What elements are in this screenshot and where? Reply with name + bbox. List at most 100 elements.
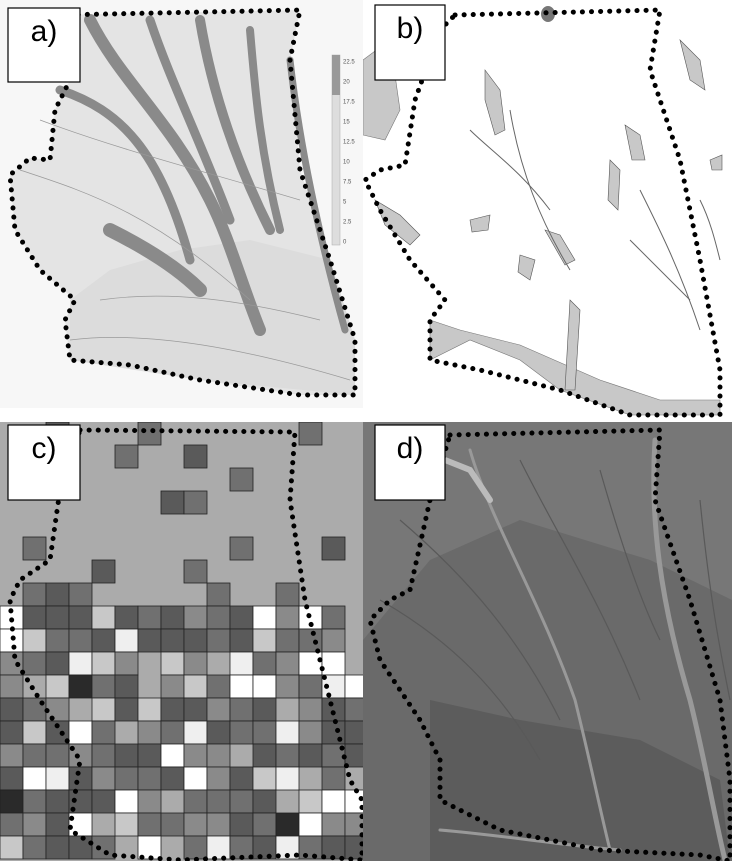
grid-cell xyxy=(0,675,23,698)
grid-cell xyxy=(0,721,23,744)
grid-cell xyxy=(207,790,230,813)
grid-cell xyxy=(46,836,69,859)
grid-cell xyxy=(115,790,138,813)
grid-cell xyxy=(322,537,345,560)
grid-cell xyxy=(253,629,276,652)
grid-cell xyxy=(46,813,69,836)
grid-cell xyxy=(253,767,276,790)
grid-cell xyxy=(92,744,115,767)
grid-cell xyxy=(253,652,276,675)
grid-cell xyxy=(0,698,23,721)
grid-cell xyxy=(0,767,23,790)
grid-cell xyxy=(299,652,322,675)
grid-cell xyxy=(230,721,253,744)
grid-cell xyxy=(161,698,184,721)
grid-cell xyxy=(207,744,230,767)
legend-label: 7.5 xyxy=(343,180,352,186)
grid-cell xyxy=(46,583,69,606)
grid-cell xyxy=(184,813,207,836)
grid-cell xyxy=(230,813,253,836)
grid-cell xyxy=(115,652,138,675)
grid-cell xyxy=(161,721,184,744)
grid-cell xyxy=(322,813,345,836)
grid-cell xyxy=(92,675,115,698)
grid-cell xyxy=(0,836,23,859)
legend-label: 22.5 xyxy=(343,60,355,66)
grid-cell xyxy=(253,606,276,629)
grid-cell xyxy=(46,675,69,698)
grid-cell xyxy=(23,721,46,744)
grid-cell xyxy=(92,652,115,675)
grid-cell xyxy=(230,629,253,652)
grid-cell xyxy=(207,836,230,859)
grid-cell xyxy=(322,652,345,675)
grid-cell xyxy=(69,606,92,629)
grid-cell xyxy=(69,652,92,675)
grid-cell xyxy=(92,721,115,744)
legend-label: 10 xyxy=(343,160,350,166)
grid-cell xyxy=(161,675,184,698)
grid-cell xyxy=(46,790,69,813)
grid-cell xyxy=(276,813,299,836)
grid-cell xyxy=(92,767,115,790)
grid-cell xyxy=(92,606,115,629)
grid-cell xyxy=(23,767,46,790)
grid-cell xyxy=(138,744,161,767)
grid-cell xyxy=(46,652,69,675)
grid-cell xyxy=(115,698,138,721)
grid-cell xyxy=(92,790,115,813)
grid-cell xyxy=(299,629,322,652)
grid-cell xyxy=(207,675,230,698)
grid-cell xyxy=(138,790,161,813)
grid-cell xyxy=(207,721,230,744)
grid-cell xyxy=(184,744,207,767)
grid-cell xyxy=(46,629,69,652)
grid-cell xyxy=(207,606,230,629)
grid-cell xyxy=(276,606,299,629)
grid-cell xyxy=(299,790,322,813)
grid-cell xyxy=(92,836,115,859)
grid-cell xyxy=(161,744,184,767)
grid-cell xyxy=(23,836,46,859)
grid-cell xyxy=(69,767,92,790)
grid-cell xyxy=(138,606,161,629)
grid-cell xyxy=(115,445,138,468)
grid-cell xyxy=(322,790,345,813)
grid-cell xyxy=(92,698,115,721)
grid-cell xyxy=(161,491,184,514)
grid-cell xyxy=(276,629,299,652)
grid-cell xyxy=(322,606,345,629)
grid-cell xyxy=(115,767,138,790)
grid-cell xyxy=(184,560,207,583)
grid-cell xyxy=(138,422,161,445)
grid-cell xyxy=(253,744,276,767)
legend-label: 2.5 xyxy=(343,220,352,226)
grid-cell xyxy=(92,629,115,652)
grid-cell xyxy=(276,583,299,606)
legend-label: 20 xyxy=(343,80,350,86)
grid-cell xyxy=(69,836,92,859)
grid-cell xyxy=(69,629,92,652)
grid-cell xyxy=(0,813,23,836)
grid-cell xyxy=(299,813,322,836)
grid-cell xyxy=(184,675,207,698)
grid-cell xyxy=(230,767,253,790)
grid-cell xyxy=(276,675,299,698)
grid-cell xyxy=(299,422,322,445)
grid-cell xyxy=(253,698,276,721)
grid-cell xyxy=(46,606,69,629)
grid-cell xyxy=(161,813,184,836)
grid-cell xyxy=(138,767,161,790)
grid-cell xyxy=(161,629,184,652)
grid-cell xyxy=(184,445,207,468)
grid-cell xyxy=(230,675,253,698)
grid-cell xyxy=(115,606,138,629)
grid-cell xyxy=(299,836,322,859)
grid-cell xyxy=(207,767,230,790)
grid-cell xyxy=(207,629,230,652)
grid-cell xyxy=(184,629,207,652)
grid-cell xyxy=(0,790,23,813)
grid-cell xyxy=(69,675,92,698)
grid-cell xyxy=(46,744,69,767)
grid-cell xyxy=(230,468,253,491)
